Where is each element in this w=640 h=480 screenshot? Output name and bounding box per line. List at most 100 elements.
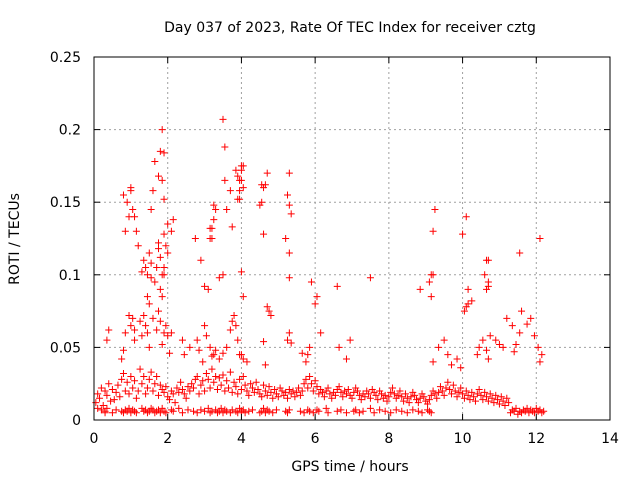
data-point: [101, 387, 109, 395]
data-point: [462, 213, 470, 221]
data-point: [512, 340, 520, 348]
data-point: [105, 326, 113, 334]
data-point: [125, 311, 133, 319]
data-point: [484, 355, 492, 363]
data-point: [260, 381, 268, 389]
data-point: [166, 349, 174, 357]
data-point: [97, 406, 105, 414]
data-point: [223, 205, 231, 213]
data-point: [208, 365, 216, 373]
data-point: [475, 386, 483, 394]
data-point: [400, 397, 408, 405]
data-point: [210, 201, 218, 209]
x-tick-label: 8: [384, 431, 393, 447]
data-point: [232, 383, 240, 391]
data-point: [248, 406, 256, 414]
data-point: [175, 404, 183, 412]
data-point: [337, 388, 345, 396]
data-point: [497, 393, 505, 401]
data-point: [171, 399, 179, 407]
data-point: [503, 394, 511, 402]
data-point: [484, 256, 492, 264]
data-point: [178, 386, 186, 394]
data-point: [436, 383, 444, 391]
data-point: [155, 245, 162, 253]
data-point: [260, 404, 268, 412]
data-point: [173, 384, 181, 392]
data-point: [234, 409, 242, 417]
data-point: [127, 187, 135, 195]
data-point: [237, 162, 245, 170]
data-point: [492, 391, 500, 399]
data-point: [237, 268, 245, 276]
data-point: [234, 390, 242, 398]
data-point: [151, 278, 159, 286]
data-point: [401, 390, 409, 398]
data-point: [223, 343, 231, 351]
x-tick-label: 4: [237, 431, 246, 447]
data-point: [350, 388, 358, 396]
data-point: [320, 393, 328, 401]
data-point: [119, 346, 127, 354]
data-point: [234, 336, 242, 344]
data-point: [272, 406, 280, 414]
data-point: [193, 409, 201, 417]
data-point: [134, 242, 142, 250]
data-point: [326, 390, 334, 398]
data-point: [540, 407, 548, 415]
data-point: [156, 147, 164, 155]
data-point: [164, 220, 172, 228]
data-point: [140, 372, 148, 380]
data-point: [119, 191, 127, 199]
data-point: [427, 391, 435, 399]
data-point: [346, 336, 354, 344]
data-point: [483, 346, 491, 354]
data-point: [536, 358, 544, 366]
data-point: [112, 388, 120, 396]
data-point: [499, 343, 507, 351]
y-tick-label: 0.1: [59, 268, 81, 284]
data-point: [160, 195, 168, 203]
data-point: [131, 336, 139, 344]
data-point: [433, 394, 441, 402]
data-point: [398, 407, 406, 415]
grid-lines: [94, 57, 610, 420]
data-point: [495, 340, 503, 348]
data-point: [132, 409, 140, 417]
data-point: [123, 198, 131, 206]
data-point: [357, 396, 365, 404]
data-point: [258, 198, 266, 206]
data-point: [145, 249, 153, 257]
x-tick-label: 12: [527, 431, 545, 447]
data-point: [123, 378, 131, 386]
data-point: [142, 264, 150, 272]
data-point: [366, 404, 374, 412]
data-point: [243, 358, 251, 366]
data-point: [219, 271, 227, 279]
data-point: [212, 372, 220, 380]
data-point: [479, 336, 487, 344]
data-point: [234, 172, 242, 180]
x-tick-label: 10: [454, 431, 472, 447]
data-point: [228, 317, 236, 325]
data-point: [405, 399, 413, 407]
data-point: [271, 386, 279, 394]
data-point: [210, 378, 218, 386]
data-point: [449, 381, 457, 389]
data-point: [530, 409, 538, 417]
data-point: [267, 311, 275, 319]
y-tick-label: 0.2: [59, 123, 81, 139]
data-point: [396, 387, 404, 395]
data-point: [311, 300, 319, 308]
data-point: [193, 336, 201, 344]
data-point: [236, 187, 244, 195]
data-point: [479, 396, 487, 404]
data-point: [145, 300, 153, 308]
data-point: [241, 409, 249, 417]
data-point: [440, 336, 448, 344]
data-point: [177, 378, 185, 386]
data-point: [389, 384, 397, 392]
data-point: [145, 343, 153, 351]
data-point: [208, 352, 216, 360]
data-point: [219, 349, 227, 357]
